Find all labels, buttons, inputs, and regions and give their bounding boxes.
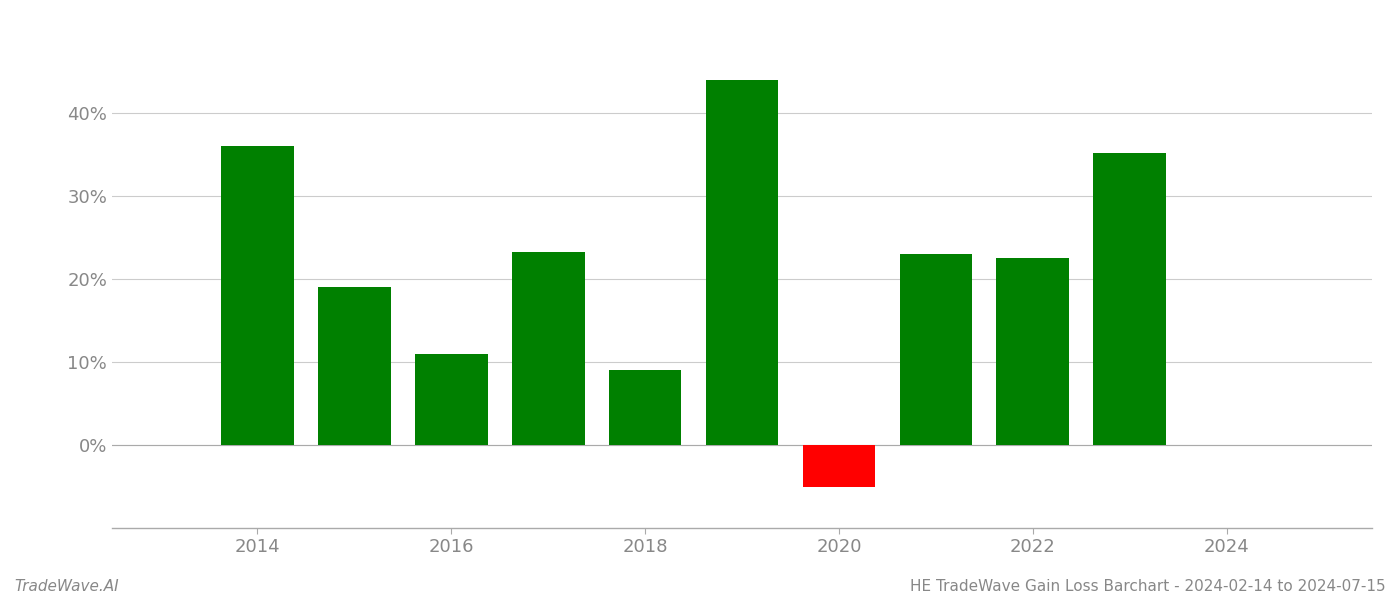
- Bar: [221, 146, 294, 445]
- Text: TradeWave.AI: TradeWave.AI: [14, 579, 119, 594]
- Bar: [512, 251, 585, 445]
- Bar: [318, 287, 391, 445]
- Bar: [706, 80, 778, 445]
- Bar: [802, 445, 875, 487]
- Bar: [609, 370, 682, 445]
- Bar: [997, 258, 1070, 445]
- Text: HE TradeWave Gain Loss Barchart - 2024-02-14 to 2024-07-15: HE TradeWave Gain Loss Barchart - 2024-0…: [910, 579, 1386, 594]
- Bar: [414, 353, 487, 445]
- Bar: [900, 254, 972, 445]
- Bar: [1093, 153, 1166, 445]
